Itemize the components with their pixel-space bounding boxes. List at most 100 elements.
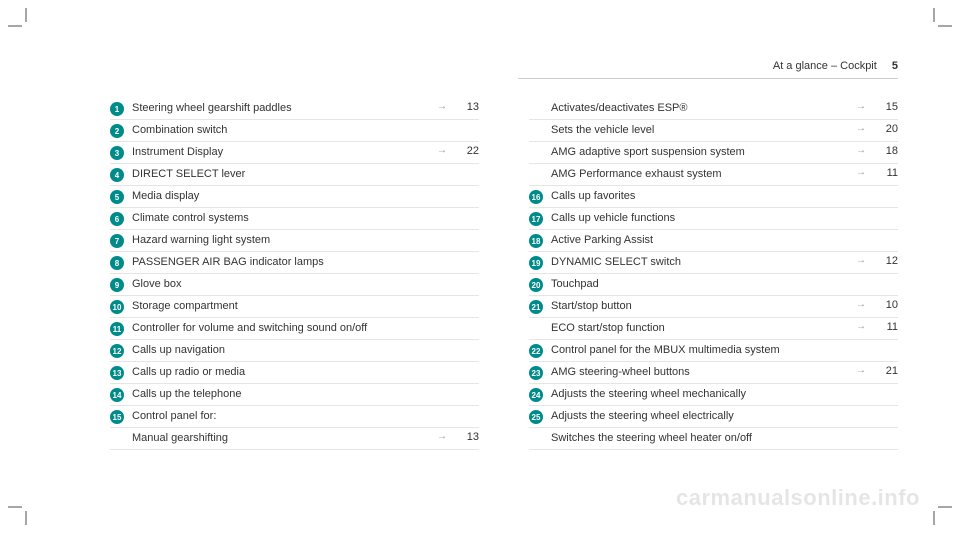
- item-bullet: 13: [110, 366, 124, 380]
- arrow-icon: →: [437, 145, 447, 156]
- list-item: Sets the vehicle level → 20: [529, 120, 898, 142]
- column-right: Activates/deactivates ESP®→15Sets the ve…: [529, 98, 898, 450]
- watermark: carmanualsonline.info: [676, 485, 920, 511]
- item-bullet: 1: [110, 102, 124, 116]
- item-bullet: 8: [110, 256, 124, 270]
- item-label: Calls up navigation: [132, 343, 479, 357]
- crop-mark-tr: [928, 8, 952, 32]
- item-label: Control panel for:: [132, 409, 479, 423]
- item-page: 10: [872, 299, 898, 311]
- arrow-icon: →: [437, 431, 447, 442]
- item-label: Manual gearshifting: [132, 431, 431, 445]
- item-label: AMG Performance exhaust system: [551, 167, 850, 181]
- list-item: 1Steering wheel gearshift paddles→13: [110, 98, 479, 120]
- item-bullet: 19: [529, 256, 543, 270]
- item-bullet: 21: [529, 300, 543, 314]
- content-columns: 1 Steering wheel gearshift paddles → 13 2Com…: [110, 98, 898, 450]
- arrow-icon: →: [856, 255, 866, 266]
- list-item: 4DIRECT SELECT lever: [110, 164, 479, 186]
- item-label: Adjusts the steering wheel mechanically: [551, 387, 898, 401]
- list-item: 17Calls up vehicle functions: [529, 208, 898, 230]
- item-label: DIRECT SELECT lever: [132, 167, 479, 181]
- item-bullet: 5: [110, 190, 124, 204]
- item-label: Instrument Display: [132, 145, 431, 159]
- list-item: 8 PASSENGER AIR BAG indicator lamps: [110, 252, 479, 274]
- item-page: 18: [872, 145, 898, 157]
- list-item: 9 Glove box: [110, 274, 479, 296]
- item-bullet: 12: [110, 344, 124, 358]
- arrow-icon: →: [856, 123, 866, 134]
- header-divider: [518, 78, 898, 79]
- item-label: Media display: [132, 189, 479, 203]
- list-item: AMG Performance exhaust system→11: [529, 164, 898, 186]
- item-label: Active Parking Assist: [551, 233, 898, 247]
- list-item: 25 Adjusts the steering wheel electricall…: [529, 406, 898, 428]
- item-label: Climate control systems: [132, 211, 479, 225]
- item-label: Sets the vehicle level: [551, 123, 850, 137]
- item-bullet: [529, 432, 543, 446]
- item-bullet: [529, 168, 543, 182]
- crop-mark-tl: [8, 8, 32, 32]
- header-page: 5: [892, 60, 898, 72]
- list-item: 18 Active Parking Assist: [529, 230, 898, 252]
- item-bullet: 11: [110, 322, 124, 336]
- crop-mark-bl: [8, 501, 32, 525]
- item-bullet: 3: [110, 146, 124, 160]
- list-item: 3Instrument Display→22: [110, 142, 479, 164]
- item-bullet: 6: [110, 212, 124, 226]
- header-title: At a glance – Cockpit: [773, 60, 877, 72]
- item-label: PASSENGER AIR BAG indicator lamps: [132, 255, 479, 269]
- list-item: 14 Calls up the telephone: [110, 384, 479, 406]
- item-label: Glove box: [132, 277, 479, 291]
- item-page: 12: [872, 255, 898, 267]
- item-bullet: 23: [529, 366, 543, 380]
- list-item: Switches the steering wheel heater on/of…: [529, 428, 898, 450]
- item-label: Steering wheel gearshift paddles: [132, 101, 431, 115]
- item-bullet: [110, 432, 124, 446]
- item-bullet: [529, 146, 543, 160]
- list-item: ECO start/stop function→11: [529, 318, 898, 340]
- list-item: 19 DYNAMIC SELECT switch → 12: [529, 252, 898, 274]
- item-bullet: [529, 102, 543, 116]
- item-bullet: 10: [110, 300, 124, 314]
- arrow-icon: →: [856, 101, 866, 112]
- arrow-icon: →: [437, 101, 447, 112]
- item-bullet: [529, 322, 543, 336]
- item-page: 21: [872, 365, 898, 377]
- list-item: 7Hazard warning light system: [110, 230, 479, 252]
- list-item: 13Calls up radio or media: [110, 362, 479, 384]
- arrow-icon: →: [856, 167, 866, 178]
- item-bullet: 22: [529, 344, 543, 358]
- list-item: 21Start/stop button→10: [529, 296, 898, 318]
- item-label: Combination switch: [132, 123, 479, 137]
- item-label: Control panel for the MBUX multimedia sy…: [551, 343, 898, 357]
- item-bullet: 7: [110, 234, 124, 248]
- crop-mark-br: [928, 501, 952, 525]
- item-bullet: 24: [529, 388, 543, 402]
- item-bullet: 14: [110, 388, 124, 402]
- item-label: Touchpad: [551, 277, 898, 291]
- arrow-icon: →: [856, 321, 866, 332]
- item-label: Activates/deactivates ESP®: [551, 101, 850, 115]
- item-bullet: 20: [529, 278, 543, 292]
- item-page: 20: [872, 123, 898, 135]
- item-label: Calls up the telephone: [132, 387, 479, 401]
- list-item: 2Combination switch: [110, 120, 479, 142]
- item-page: 11: [872, 321, 898, 333]
- item-label: Calls up favorites: [551, 189, 898, 203]
- item-label: DYNAMIC SELECT switch: [551, 255, 850, 269]
- item-bullet: 25: [529, 410, 543, 424]
- item-bullet: 18: [529, 234, 543, 248]
- list-item: 24 Adjusts the steering wheel mechanicall…: [529, 384, 898, 406]
- arrow-icon: →: [856, 365, 866, 376]
- list-item: 23 AMG steering-wheel buttons → 21: [529, 362, 898, 384]
- item-page: 13: [453, 431, 479, 443]
- list-item: 22 Control panel for the MBUX multimedia …: [529, 340, 898, 362]
- list-item: 20 Touchpad: [529, 274, 898, 296]
- item-label: AMG steering-wheel buttons: [551, 365, 850, 379]
- item-label: Adjusts the steering wheel electrically: [551, 409, 898, 423]
- item-bullet: 16: [529, 190, 543, 204]
- list-item: Manual gearshifting → 13: [110, 428, 479, 450]
- arrow-icon: →: [856, 299, 866, 310]
- item-bullet: 9: [110, 278, 124, 292]
